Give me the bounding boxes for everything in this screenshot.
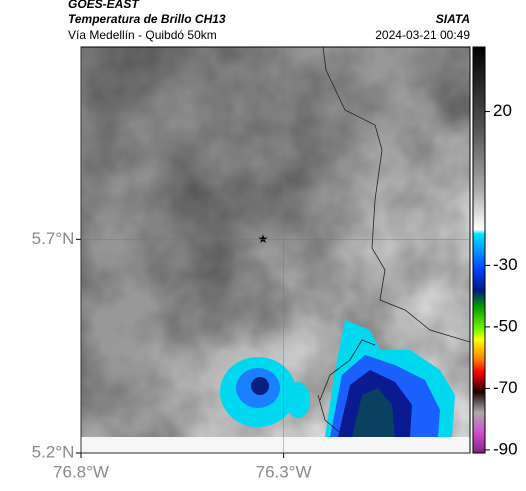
brand: SIATA [436,12,470,26]
colorbar-tick-label: -70 [493,378,518,397]
x-tick-label: 76.3°W [256,462,312,481]
route: Vía Medellín - Quibdó 50km [68,28,217,42]
y-tick-label: 5.2°N [32,442,75,461]
imagery: ★ [81,47,470,453]
colorbar-tick-label: -90 [493,439,518,458]
product: GOES-EAST [68,0,140,11]
x-tick-label: 76.8°W [53,462,109,481]
title: Temperatura de Brillo CH13 [68,12,226,26]
y-tick-label: 5.7°N [32,229,75,248]
colorbar [472,46,486,454]
colorbar-tick-label: -30 [493,255,518,274]
colorbar-tick-label: 20 [493,101,512,120]
colorbar-tick-label: -50 [493,316,518,335]
timestamp: 2024-03-21 00:49 [375,28,470,42]
